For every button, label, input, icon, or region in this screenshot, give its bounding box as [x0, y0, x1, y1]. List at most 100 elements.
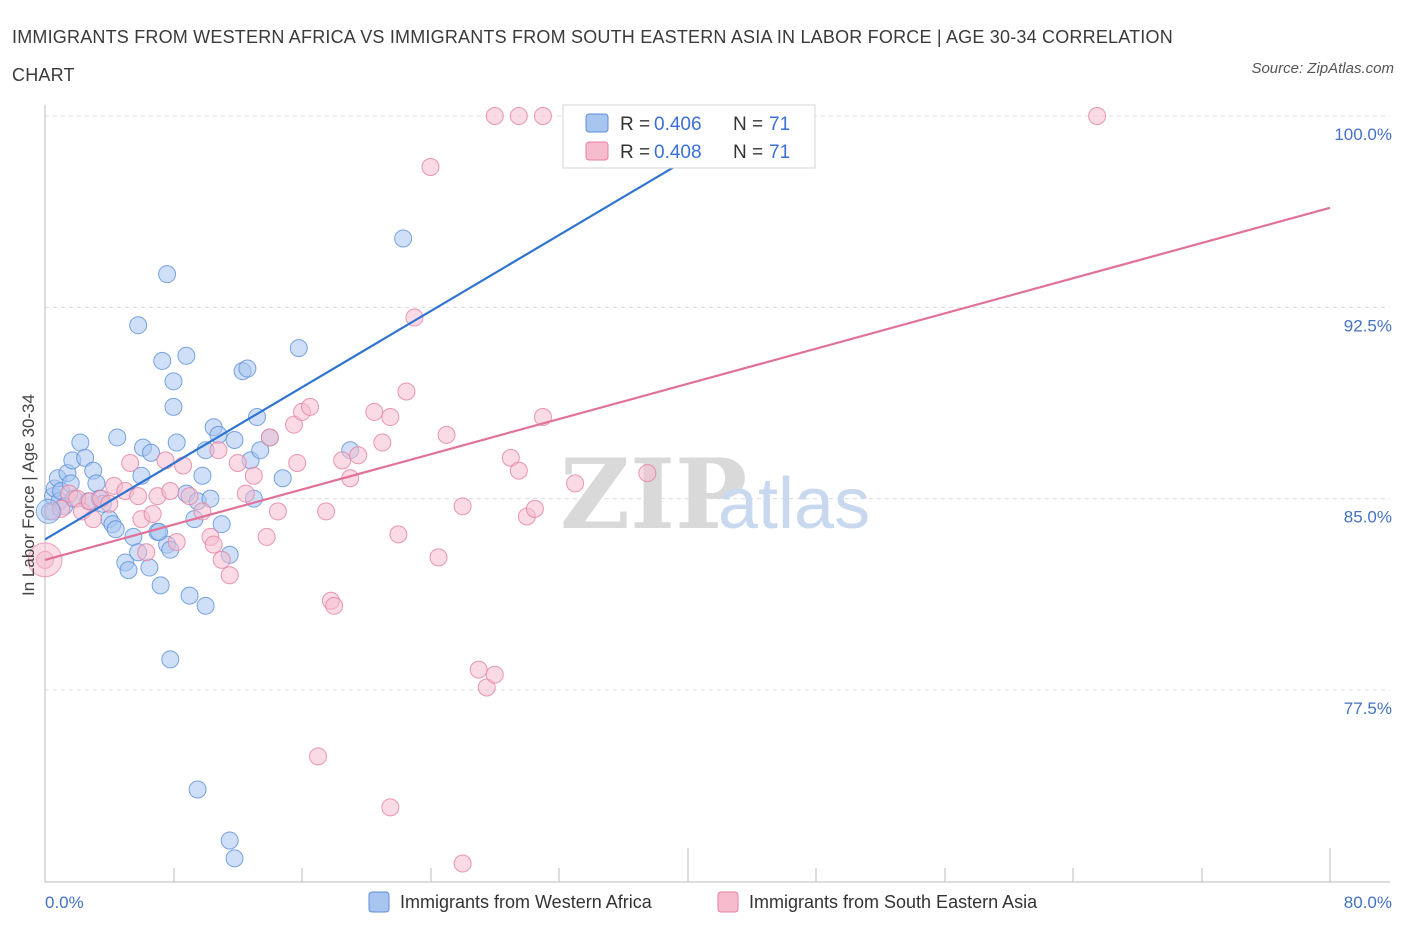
point-south-eastern-asia	[405, 308, 424, 327]
point-south-eastern-asia	[257, 527, 276, 546]
data-points	[27, 107, 1107, 873]
point-south-eastern-asia	[209, 441, 228, 460]
y-tick-labels: 77.5% 85.0% 92.5% 100.0%	[1334, 125, 1392, 718]
bottom-legend-label-south-eastern-asia: Immigrants from South Eastern Asia	[749, 892, 1038, 912]
point-south-eastern-asia	[84, 510, 103, 529]
y-tick-label: 100.0%	[1334, 125, 1392, 144]
point-south-eastern-asia	[220, 566, 239, 585]
point-south-eastern-asia	[260, 428, 279, 447]
point-south-eastern-asia	[309, 747, 328, 766]
point-western-africa	[177, 346, 196, 365]
point-western-africa	[238, 359, 257, 378]
legend-n-value: 71	[769, 114, 790, 135]
point-south-eastern-asia	[161, 482, 180, 501]
y-tick-label: 77.5%	[1344, 699, 1392, 718]
point-south-eastern-asia	[317, 502, 336, 521]
point-south-eastern-asia	[288, 453, 307, 472]
source-label: Source: ZipAtlas.com	[1251, 60, 1394, 77]
point-western-africa	[158, 265, 177, 284]
legend-r-label: R =	[620, 142, 650, 163]
bottom-legend-swatch-western-africa	[368, 891, 390, 913]
point-western-africa	[196, 596, 215, 615]
point-south-eastern-asia	[533, 107, 552, 125]
point-south-eastern-asia	[137, 543, 156, 562]
point-south-eastern-asia	[566, 474, 585, 493]
point-western-africa	[193, 466, 212, 485]
point-western-africa	[394, 229, 413, 248]
point-south-eastern-asia	[429, 548, 448, 567]
point-south-eastern-asia	[437, 425, 456, 444]
trend-line-western-africa	[44, 153, 697, 541]
point-western-africa	[225, 430, 244, 449]
y-axis-label: In Labor Force | Age 30-34	[19, 394, 38, 596]
point-western-africa	[164, 372, 183, 391]
y-tick-label: 92.5%	[1344, 316, 1392, 335]
bottom-legend-label-western-africa: Immigrants from Western Africa	[400, 892, 653, 912]
point-south-eastern-asia	[453, 854, 472, 873]
point-south-eastern-asia	[174, 456, 193, 475]
point-western-africa	[140, 558, 159, 577]
point-south-eastern-asia	[421, 158, 440, 177]
point-south-eastern-asia	[244, 466, 263, 485]
point-south-eastern-asia	[228, 453, 247, 472]
trend-line-south-eastern-asia	[44, 206, 1331, 561]
bottom-legend: Immigrants from Western Africa Immigrant…	[368, 891, 1038, 913]
point-western-africa	[289, 339, 308, 358]
point-south-eastern-asia	[365, 402, 384, 421]
point-western-africa	[251, 441, 270, 460]
legend-n-label: N =	[733, 142, 763, 163]
point-western-africa	[35, 498, 61, 524]
point-western-africa	[76, 448, 95, 467]
point-south-eastern-asia	[381, 798, 400, 817]
point-south-eastern-asia	[525, 499, 544, 518]
point-western-africa	[180, 586, 199, 605]
point-western-africa	[153, 351, 172, 370]
legend-box: R = 0.406 N = 71 R = 0.408 N = 71	[562, 104, 816, 169]
point-south-eastern-asia	[325, 596, 344, 615]
point-south-eastern-asia	[373, 433, 392, 452]
legend-swatch-south-eastern-asia	[585, 141, 609, 161]
point-south-eastern-asia	[349, 446, 368, 465]
point-western-africa	[167, 433, 186, 452]
x-tick-labels: 0.0% 80.0%	[45, 893, 1392, 912]
x-tick-label: 0.0%	[45, 893, 84, 912]
point-western-africa	[220, 831, 239, 850]
point-western-africa	[151, 576, 170, 595]
point-south-eastern-asia	[180, 487, 199, 506]
point-south-eastern-asia	[485, 665, 504, 684]
point-western-africa	[161, 650, 180, 669]
point-south-eastern-asia	[638, 464, 657, 483]
watermark-zip: ZIP	[560, 438, 747, 551]
point-south-eastern-asia	[204, 535, 223, 554]
legend-r-value: 0.406	[654, 114, 702, 135]
point-south-eastern-asia	[397, 382, 416, 401]
point-south-eastern-asia	[453, 497, 472, 516]
point-south-eastern-asia	[268, 502, 287, 521]
legend-n-label: N =	[733, 114, 763, 135]
legend-swatch-western-africa	[585, 113, 609, 133]
point-western-africa	[212, 515, 231, 534]
point-south-eastern-asia	[284, 415, 303, 434]
chart-title: IMMIGRANTS FROM WESTERN AFRICA VS IMMIGR…	[12, 27, 1173, 85]
point-western-africa	[87, 474, 106, 493]
point-western-africa	[164, 397, 183, 416]
point-western-africa	[142, 443, 161, 462]
point-south-eastern-asia	[236, 484, 255, 503]
point-western-africa	[248, 408, 267, 427]
y-tick-label: 85.0%	[1344, 508, 1392, 527]
point-south-eastern-asia	[1088, 107, 1107, 125]
x-tick-label: 80.0%	[1344, 893, 1392, 912]
point-western-africa	[119, 561, 138, 580]
point-western-africa	[201, 489, 220, 508]
point-south-eastern-asia	[212, 550, 231, 569]
point-south-eastern-asia	[121, 453, 140, 472]
point-south-eastern-asia	[501, 448, 520, 467]
point-western-africa	[129, 316, 148, 335]
point-western-africa	[108, 428, 127, 447]
point-western-africa	[106, 520, 125, 539]
point-western-africa	[225, 849, 244, 868]
legend-r-value: 0.408	[654, 142, 702, 163]
point-south-eastern-asia	[333, 451, 352, 470]
point-south-eastern-asia	[509, 107, 528, 125]
